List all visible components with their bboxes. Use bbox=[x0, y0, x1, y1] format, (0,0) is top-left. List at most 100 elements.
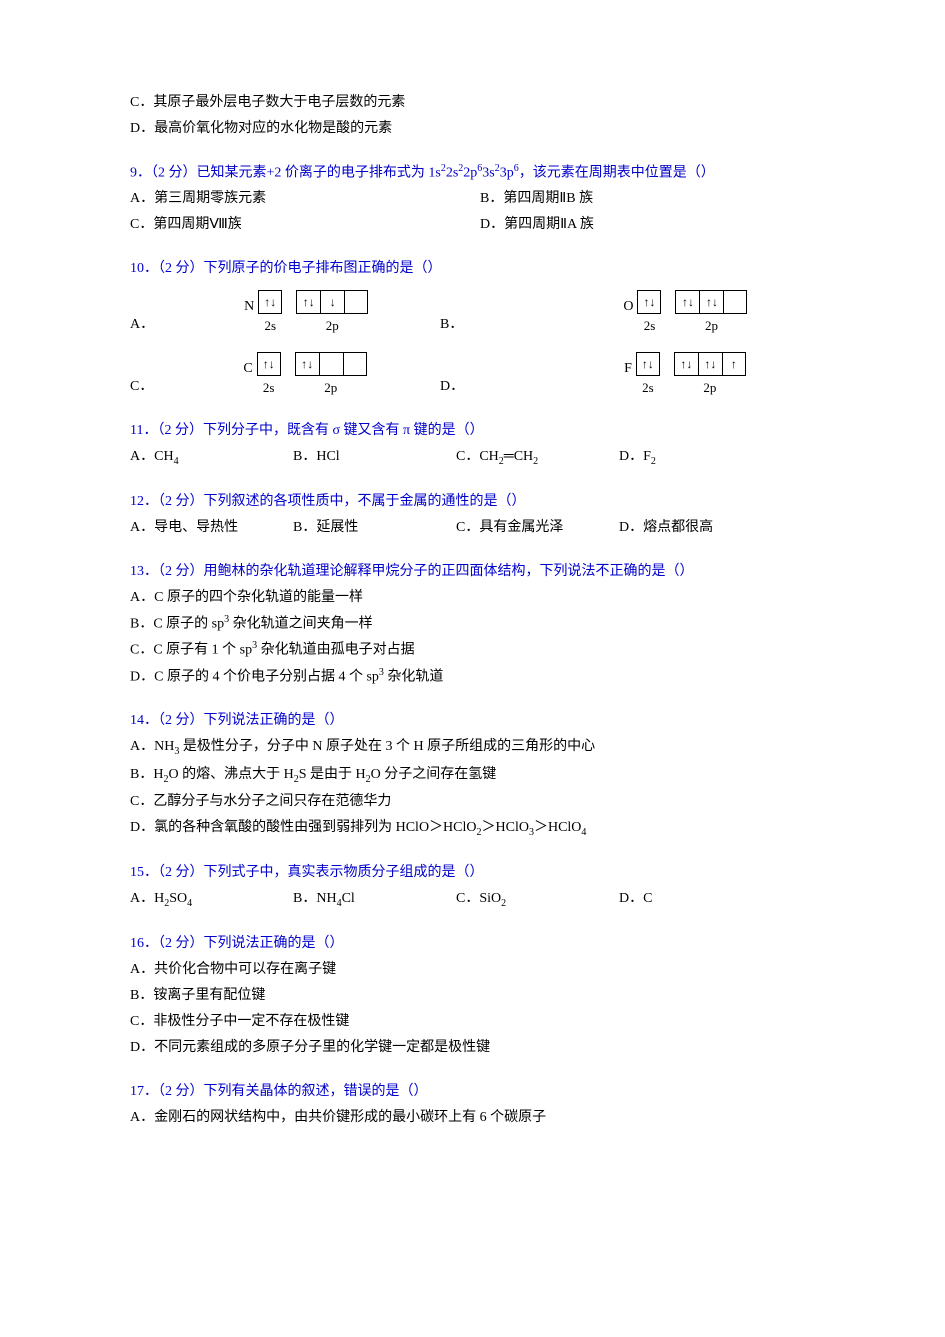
q10-a-label: A． bbox=[130, 312, 154, 338]
q10-n-2s: ↑↓ 2s bbox=[258, 290, 282, 338]
q10-o-2s: ↑↓ 2s bbox=[637, 290, 661, 338]
q17-prompt: 17．（2 分）下列有关晶体的叙述，错误的是（） bbox=[130, 1079, 815, 1105]
q10-c-2p: ↑↓ 2p bbox=[295, 352, 367, 400]
text: C．C 原子有 1 个 sp bbox=[130, 643, 252, 658]
orbital-box: ↓ bbox=[320, 290, 344, 314]
q13-opt-d: D．C 原子的 4 个价电子分别占据 4 个 sp3 杂化轨道 bbox=[130, 664, 815, 691]
orbital-box bbox=[343, 352, 367, 376]
q14-opt-d: D．氯的各种含氧酸的酸性由强到弱排列为 HClO＞HClO2＞HClO3＞HCl… bbox=[130, 815, 815, 842]
q16-opt-a: A．共价化合物中可以存在离子键 bbox=[130, 957, 815, 983]
q10-f-2s: ↑↓ 2s bbox=[636, 352, 660, 400]
q15-opt-c: C．SiO2 bbox=[456, 886, 619, 913]
orbital-box bbox=[344, 290, 368, 314]
q11-options: A．CH4 B．HCl C．CH2═CH2 D．F2 bbox=[130, 444, 815, 471]
q10-n-diagram: ↑↓ 2s ↑↓ ↓ 2p bbox=[258, 290, 368, 338]
text: A．H bbox=[130, 891, 164, 906]
text: D．C 原子的 4 个价电子分别占据 4 个 sp bbox=[130, 670, 379, 685]
q10-f-diagram: ↑↓ 2s ↑↓ ↑↓ ↑ 2p bbox=[636, 352, 746, 400]
q10-f-elem: F bbox=[624, 356, 632, 382]
q10-row2: C． C ↑↓ 2s ↑↓ 2p D． F ↑↓ 2s bbox=[130, 352, 815, 400]
q12-opt-c: C．具有金属光泽 bbox=[456, 515, 619, 541]
text: B．C 原子的 sp bbox=[130, 617, 224, 632]
orbital-box bbox=[723, 290, 747, 314]
orbital-box: ↑↓ bbox=[636, 352, 660, 376]
sub: 2 bbox=[501, 898, 506, 909]
text: 杂化轨道由孤电子对占据 bbox=[257, 643, 415, 658]
text: O 分子之间存在氢键 bbox=[371, 767, 497, 782]
text: D．氯的各种含氧酸的酸性由强到弱排列为 HClO＞HClO bbox=[130, 820, 477, 835]
q9-prompt: 9．（2 分）已知某元素+2 价离子的电子排布式为 1s22s22p63s23p… bbox=[130, 160, 815, 187]
text: O 的熔、沸点大于 H bbox=[168, 767, 293, 782]
q9-text-6: ，该元素在周期表中位置是（） bbox=[519, 165, 715, 180]
q10-o-diagram: ↑↓ 2s ↑↓ ↑↓ 2p bbox=[637, 290, 747, 338]
orbital-label-2p: 2p bbox=[326, 314, 339, 338]
sub: 4 bbox=[187, 898, 192, 909]
orbital-box: ↑↓ bbox=[296, 290, 320, 314]
orbital-label-2p: 2p bbox=[703, 376, 716, 400]
q16-prompt: 16．（2 分）下列说法正确的是（） bbox=[130, 931, 815, 957]
orbital-box: ↑↓ bbox=[675, 290, 699, 314]
q12-opt-d: D．熔点都很高 bbox=[619, 515, 782, 541]
text: ＞HClO bbox=[534, 820, 581, 835]
q11-opt-d: D．F2 bbox=[619, 444, 782, 471]
text: B．H bbox=[130, 767, 163, 782]
q11-opt-a: A．CH4 bbox=[130, 444, 293, 471]
orbital-label-2p: 2p bbox=[705, 314, 718, 338]
q13-opt-b: B．C 原子的 sp3 杂化轨道之间夹角一样 bbox=[130, 611, 815, 638]
orbital-box bbox=[319, 352, 343, 376]
q9-text-3: 2p bbox=[463, 165, 477, 180]
q16-opt-c: C．非极性分子中一定不存在极性键 bbox=[130, 1009, 815, 1035]
q14-opt-b: B．H2O 的熔、沸点大于 H2S 是由于 H2O 分子之间存在氢键 bbox=[130, 762, 815, 789]
q15-opt-a: A．H2SO4 bbox=[130, 886, 293, 913]
q9-text-1: 9．（2 分）已知某元素+2 价离子的电子排布式为 1s bbox=[130, 165, 441, 180]
orbital-label-2s: 2s bbox=[264, 314, 276, 338]
text: 杂化轨道 bbox=[384, 670, 444, 685]
sub: 4 bbox=[174, 456, 179, 467]
q11-prompt: 11．（2 分）下列分子中，既含有 σ 键又含有 π 键的是（） bbox=[130, 418, 815, 444]
q8-option-c: C．其原子最外层电子数大于电子层数的元素 bbox=[130, 90, 815, 116]
q15-prompt: 15．（2 分）下列式子中，真实表示物质分子组成的是（） bbox=[130, 860, 815, 886]
orbital-label-2s: 2s bbox=[644, 314, 656, 338]
text: 杂化轨道之间夹角一样 bbox=[229, 617, 373, 632]
q9-options-2: C．第四周期Ⅷ族 D．第四周期ⅡA 族 bbox=[130, 212, 815, 238]
q9-text-5: 3p bbox=[500, 165, 514, 180]
q9-opt-c: C．第四周期Ⅷ族 bbox=[130, 212, 480, 238]
q13-opt-c: C．C 原子有 1 个 sp3 杂化轨道由孤电子对占据 bbox=[130, 637, 815, 664]
q10-block-b: B． O ↑↓ 2s ↑↓ ↑↓ 2p bbox=[440, 290, 790, 338]
orbital-box: ↑↓ bbox=[698, 352, 722, 376]
q10-c-2s: ↑↓ 2s bbox=[257, 352, 281, 400]
text: ＞HClO bbox=[482, 820, 529, 835]
q9-opt-d: D．第四周期ⅡA 族 bbox=[480, 212, 760, 238]
q12-options: A．导电、导热性 B．延展性 C．具有金属光泽 D．熔点都很高 bbox=[130, 515, 815, 541]
orbital-box: ↑↓ bbox=[258, 290, 282, 314]
q14-prompt: 14．（2 分）下列说法正确的是（） bbox=[130, 708, 815, 734]
orbital-box: ↑↓ bbox=[674, 352, 698, 376]
q10-c-label: C． bbox=[130, 374, 153, 400]
q15-opt-b: B．NH4Cl bbox=[293, 886, 456, 913]
text: C．CH bbox=[456, 449, 499, 464]
q12-opt-a: A．导电、导热性 bbox=[130, 515, 293, 541]
text: A．NH bbox=[130, 739, 174, 754]
orbital-label-2s: 2s bbox=[263, 376, 275, 400]
text: C．SiO bbox=[456, 891, 501, 906]
sub: 2 bbox=[651, 456, 656, 467]
text: ═CH bbox=[504, 449, 533, 464]
q10-c-elem: C bbox=[243, 356, 252, 382]
orbital-label-2s: 2s bbox=[642, 376, 654, 400]
orbital-box: ↑↓ bbox=[257, 352, 281, 376]
orbital-label-2p: 2p bbox=[324, 376, 337, 400]
q10-b-label: B． bbox=[440, 312, 463, 338]
q10-d-label: D． bbox=[440, 374, 464, 400]
text: S 是由于 H bbox=[299, 767, 366, 782]
q13-opt-a: A．C 原子的四个杂化轨道的能量一样 bbox=[130, 585, 815, 611]
q14-opt-a: A．NH3 是极性分子，分子中 N 原子处在 3 个 H 原子所组成的三角形的中… bbox=[130, 734, 815, 761]
q16-opt-b: B．铵离子里有配位键 bbox=[130, 983, 815, 1009]
q10-row1: A． N ↑↓ 2s ↑↓ ↓ 2p B． O ↑↓ 2s bbox=[130, 290, 815, 338]
orbital-box: ↑↓ bbox=[699, 290, 723, 314]
q11-opt-c: C．CH2═CH2 bbox=[456, 444, 619, 471]
q10-block-d: D． F ↑↓ 2s ↑↓ ↑↓ ↑ 2p bbox=[440, 352, 790, 400]
text: A．CH bbox=[130, 449, 174, 464]
q11-opt-b: B．HCl bbox=[293, 444, 456, 471]
q10-block-a: A． N ↑↓ 2s ↑↓ ↓ 2p bbox=[130, 290, 440, 338]
text: 是极性分子，分子中 N 原子处在 3 个 H 原子所组成的三角形的中心 bbox=[179, 739, 595, 754]
